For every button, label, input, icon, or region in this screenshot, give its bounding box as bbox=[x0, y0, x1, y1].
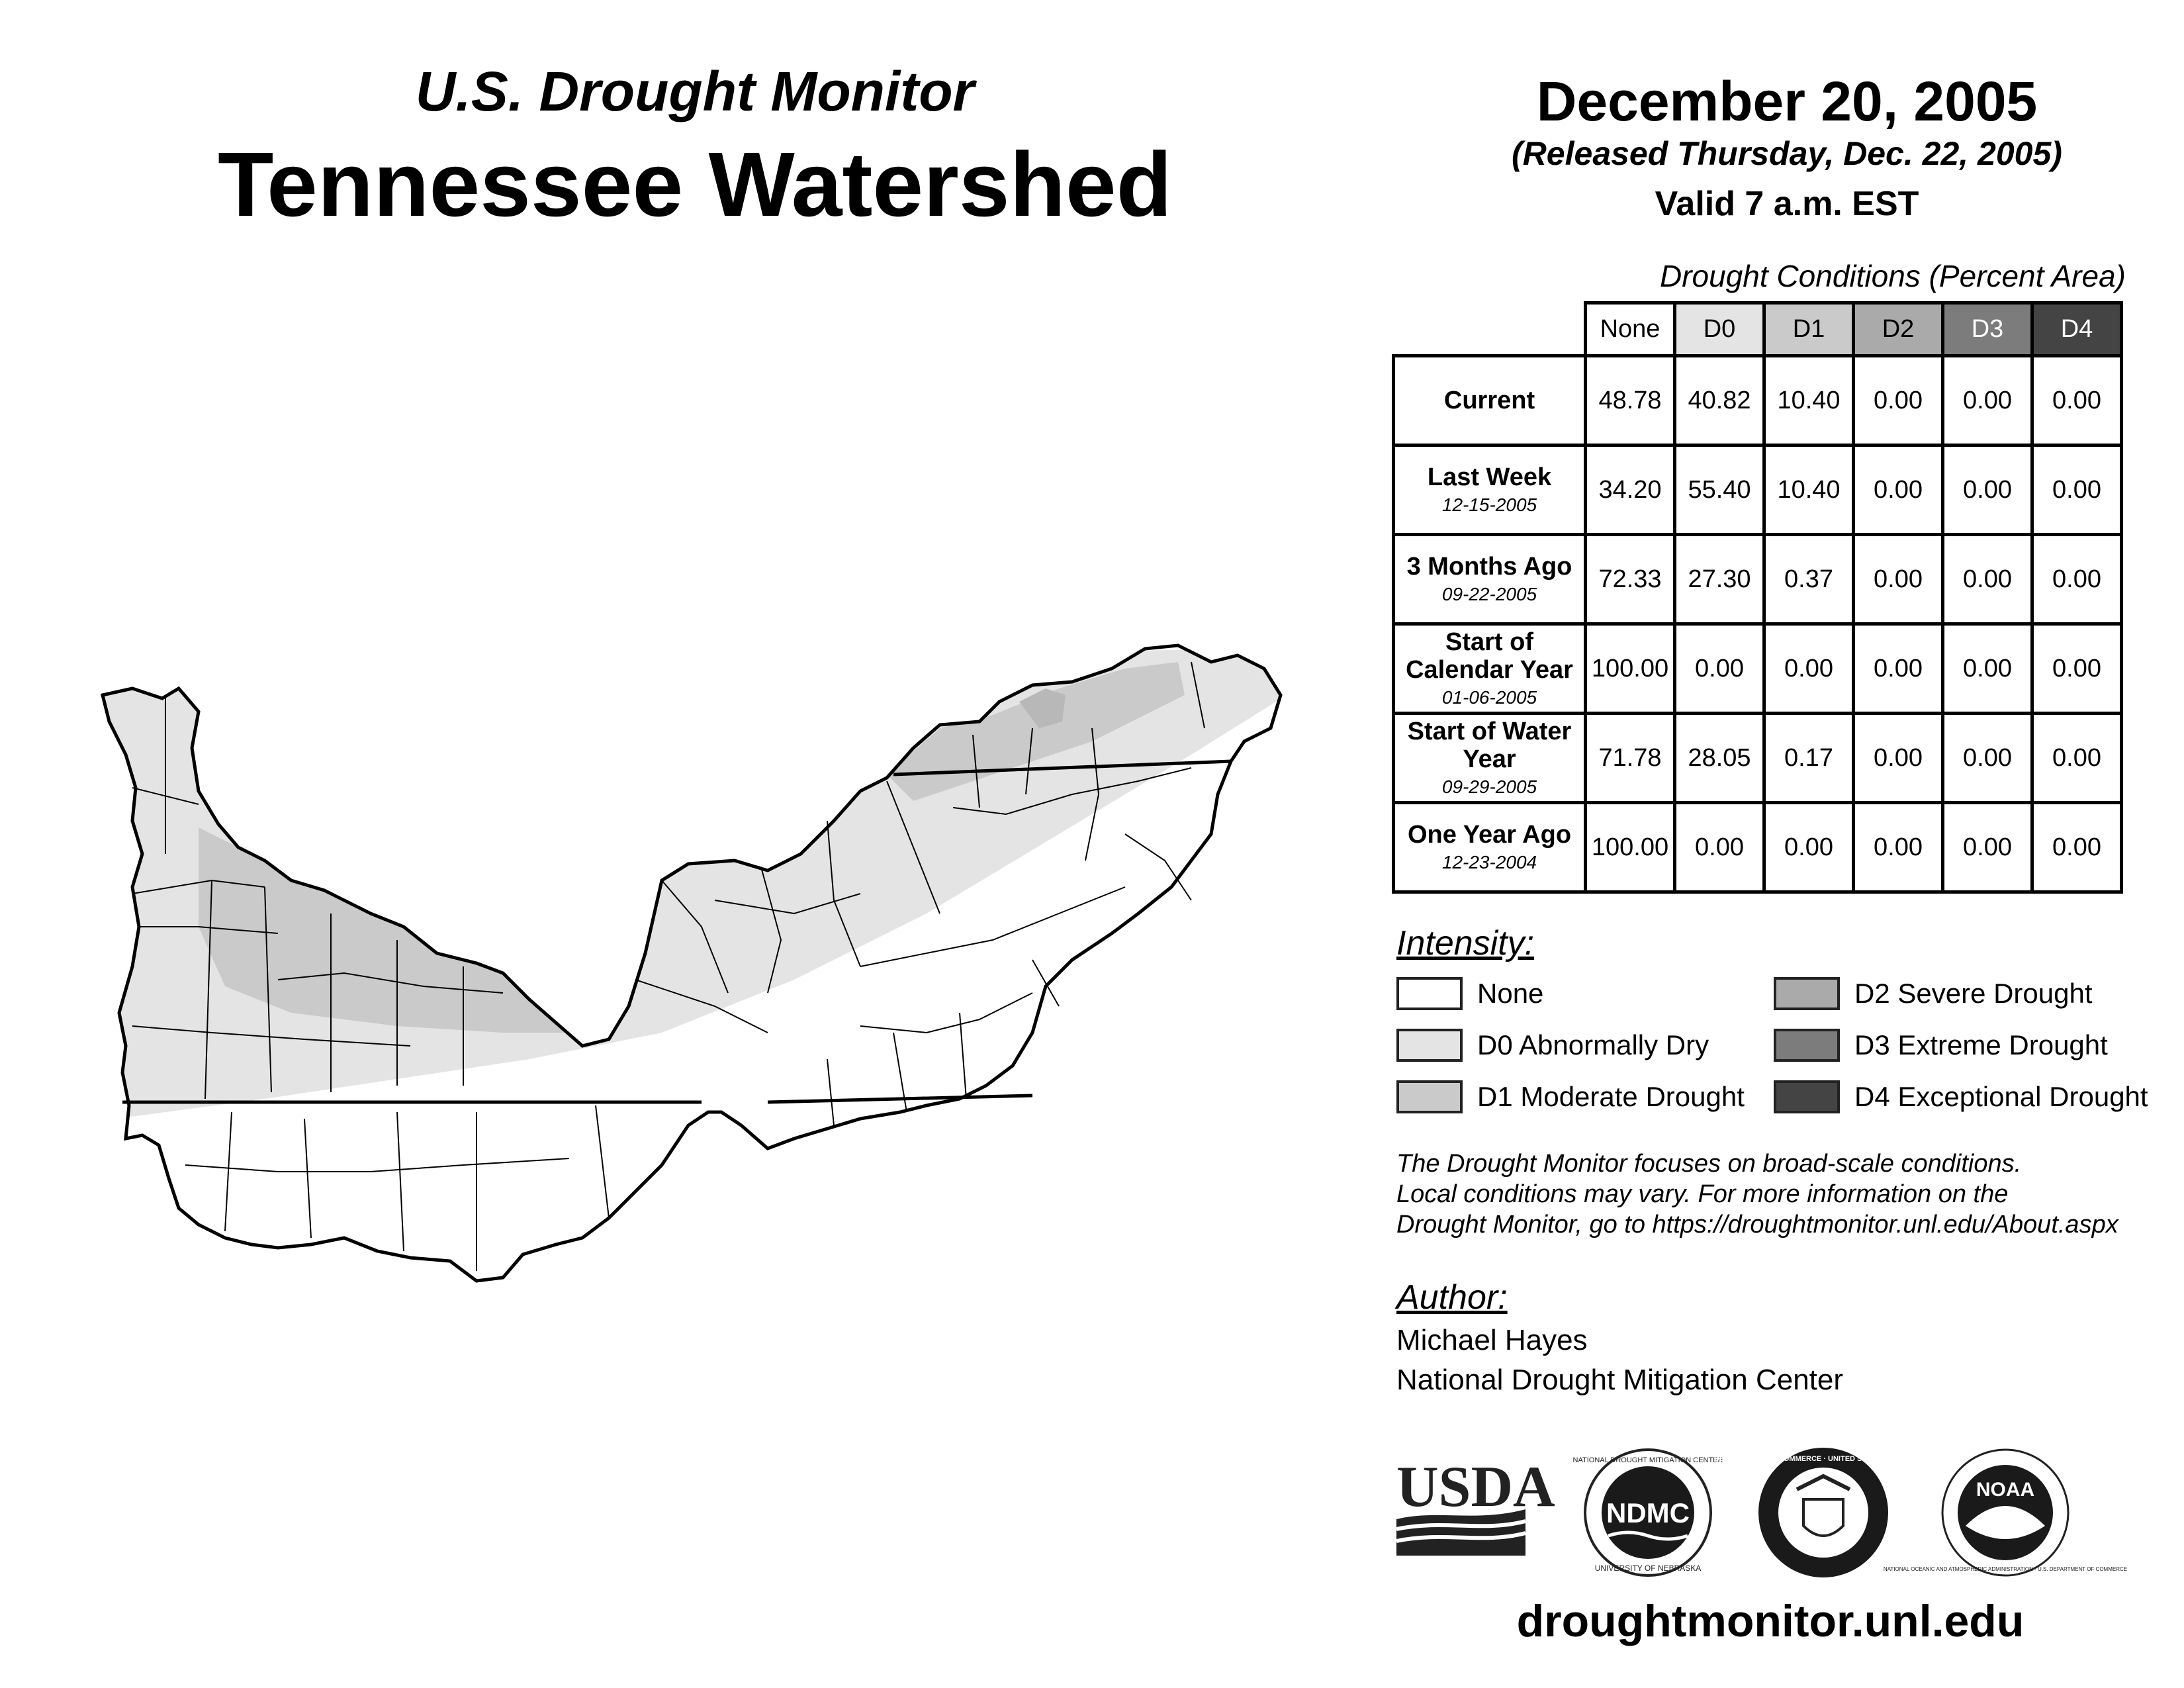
cell: 0.00 bbox=[2030, 622, 2123, 715]
ndmc-logo: NDMC NATIONAL DROUGHT MITIGATION CENTER … bbox=[1573, 1448, 1723, 1577]
cell: 0.00 bbox=[1941, 444, 2034, 536]
svg-text:UNIVERSITY OF NEBRASKA: UNIVERSITY OF NEBRASKA bbox=[1595, 1564, 1701, 1573]
col-d4: D4 bbox=[2030, 301, 2123, 357]
region-title: Tennessee Watershed bbox=[218, 134, 1172, 236]
watershed-map bbox=[0, 0, 1324, 1324]
cell: 0.00 bbox=[1941, 354, 2034, 447]
noaa-logo: NOAA NATIONAL OCEANIC AND ATMOSPHERIC AD… bbox=[1884, 1448, 2127, 1577]
cell: 0.00 bbox=[2030, 354, 2123, 447]
cell: 10.40 bbox=[1762, 354, 1855, 447]
row-label: Current bbox=[1392, 354, 1587, 447]
svg-text:DEPARTMENT OF COMMERCE · UNITE: DEPARTMENT OF COMMERCE · UNITED STATES O… bbox=[1714, 1455, 1933, 1463]
col-none: None bbox=[1584, 301, 1676, 357]
table-header-row: None D0 D1 D2 D3 D4 bbox=[1394, 301, 2123, 357]
legend-item-d4: D4 Exceptional Drought bbox=[1774, 1078, 2148, 1115]
cell: 28.05 bbox=[1673, 712, 1766, 804]
cell: 0.00 bbox=[1941, 801, 2034, 894]
map-date: December 20, 2005 bbox=[1536, 70, 2038, 132]
cell: 34.20 bbox=[1584, 444, 1676, 536]
legend-swatch bbox=[1396, 1029, 1463, 1062]
author-org: National Drought Mitigation Center bbox=[1396, 1364, 1844, 1396]
cell: 48.78 bbox=[1584, 354, 1676, 447]
row-label: Last Week 12-15-2005 bbox=[1392, 444, 1587, 536]
cell: 100.00 bbox=[1584, 622, 1676, 715]
svg-text:NATIONAL OCEANIC AND ATMOSPHER: NATIONAL OCEANIC AND ATMOSPHERIC ADMINIS… bbox=[1884, 1566, 2127, 1572]
cell: 0.17 bbox=[1762, 712, 1855, 804]
col-d0: D0 bbox=[1673, 301, 1766, 357]
table-row: Start of Calendar Year 01-06-2005 100.00 … bbox=[1392, 622, 2123, 715]
cell: 27.30 bbox=[1673, 533, 1766, 626]
table-row: 3 Months Ago 09-22-2005 72.33 27.30 0.37 … bbox=[1392, 533, 2123, 626]
release-date: (Released Thursday, Dec. 22, 2005) bbox=[1512, 135, 2062, 172]
legend-swatch bbox=[1774, 1029, 1840, 1062]
cell: 55.40 bbox=[1673, 444, 1766, 536]
cell: 0.37 bbox=[1762, 533, 1855, 626]
cell: 0.00 bbox=[2030, 444, 2123, 536]
table-row: Current 48.78 40.82 10.40 0.00 0.00 0.00 bbox=[1392, 354, 2123, 447]
svg-text:USDA: USDA bbox=[1396, 1455, 1555, 1519]
legend-item-d0: D0 Abnormally Dry bbox=[1396, 1027, 1709, 1064]
legend-swatch bbox=[1774, 1080, 1840, 1113]
cell: 0.00 bbox=[1941, 533, 2034, 626]
cell: 40.82 bbox=[1673, 354, 1766, 447]
usda-logo: USDA bbox=[1396, 1455, 1555, 1556]
cell: 0.00 bbox=[1762, 622, 1855, 715]
table-row: Start of Water Year 09-29-2005 71.78 28.0… bbox=[1392, 712, 2123, 804]
doc-seal-logo: DEPARTMENT OF COMMERCE · UNITED STATES O… bbox=[1714, 1448, 1933, 1577]
cell: 0.00 bbox=[1941, 622, 2034, 715]
legend-item-d3: D3 Extreme Drought bbox=[1774, 1027, 2108, 1064]
cell: 0.00 bbox=[1941, 712, 2034, 804]
product-title: U.S. Drought Monitor bbox=[415, 60, 975, 122]
table-title: Drought Conditions (Percent Area) bbox=[1660, 259, 2126, 293]
row-label: Start of Calendar Year 01-06-2005 bbox=[1392, 622, 1587, 715]
legend-swatch bbox=[1396, 1080, 1463, 1113]
legend-item-none: None bbox=[1396, 975, 1543, 1012]
cell: 10.40 bbox=[1762, 444, 1855, 536]
county-lines bbox=[132, 661, 1205, 1271]
cell: 0.00 bbox=[1762, 801, 1855, 894]
author-heading: Author: bbox=[1396, 1278, 1508, 1317]
svg-text:NDMC: NDMC bbox=[1606, 1497, 1690, 1528]
row-label: Start of Water Year 09-29-2005 bbox=[1392, 712, 1587, 804]
svg-text:NATIONAL DROUGHT MITIGATION CE: NATIONAL DROUGHT MITIGATION CENTER bbox=[1573, 1456, 1723, 1464]
agency-logos: USDA NDMC NATIONAL DROUGHT MITIGATION CE… bbox=[1396, 1448, 2127, 1577]
cell: 0.00 bbox=[1852, 801, 1944, 894]
svg-text:NOAA: NOAA bbox=[1976, 1479, 2034, 1501]
author-name: Michael Hayes bbox=[1396, 1324, 1588, 1356]
cell: 72.33 bbox=[1584, 533, 1676, 626]
col-d2: D2 bbox=[1852, 301, 1944, 357]
cell: 0.00 bbox=[1673, 801, 1766, 894]
cell: 100.00 bbox=[1584, 801, 1676, 894]
cell: 0.00 bbox=[2030, 801, 2123, 894]
cell: 71.78 bbox=[1584, 712, 1676, 804]
cell: 0.00 bbox=[1852, 444, 1944, 536]
cell: 0.00 bbox=[2030, 712, 2123, 804]
table-row: One Year Ago 12-23-2004 100.00 0.00 0.00 … bbox=[1392, 801, 2123, 894]
drought-conditions-table: None D0 D1 D2 D3 D4 Current 48.78 40.82 … bbox=[1392, 301, 2123, 894]
cell: 0.00 bbox=[2030, 533, 2123, 626]
col-d3: D3 bbox=[1941, 301, 2034, 357]
legend-item-d2: D2 Severe Drought bbox=[1774, 975, 2093, 1012]
row-label: One Year Ago 12-23-2004 bbox=[1392, 801, 1587, 894]
row-label: 3 Months Ago 09-22-2005 bbox=[1392, 533, 1587, 626]
cell: 0.00 bbox=[1852, 622, 1944, 715]
legend-swatch bbox=[1396, 977, 1463, 1010]
d1-area-east bbox=[887, 662, 1185, 801]
cell: 0.00 bbox=[1852, 712, 1944, 804]
cell: 0.00 bbox=[1852, 533, 1944, 626]
table-row: Last Week 12-15-2005 34.20 55.40 10.40 0.… bbox=[1392, 444, 2123, 536]
cell: 0.00 bbox=[1852, 354, 1944, 447]
legend-swatch bbox=[1774, 977, 1840, 1010]
intensity-heading: Intensity: bbox=[1396, 924, 1535, 962]
legend-item-d1: D1 Moderate Drought bbox=[1396, 1078, 1745, 1115]
state-lines bbox=[122, 759, 1232, 1104]
disclaimer-note: The Drought Monitor focuses on broad-sca… bbox=[1396, 1150, 2118, 1239]
website-link[interactable]: droughtmonitor.unl.edu bbox=[1516, 1596, 2025, 1646]
col-d1: D1 bbox=[1762, 301, 1855, 357]
valid-time: Valid 7 a.m. EST bbox=[1655, 185, 1919, 223]
d1-darker-spot bbox=[1019, 688, 1066, 728]
cell: 0.00 bbox=[1673, 622, 1766, 715]
